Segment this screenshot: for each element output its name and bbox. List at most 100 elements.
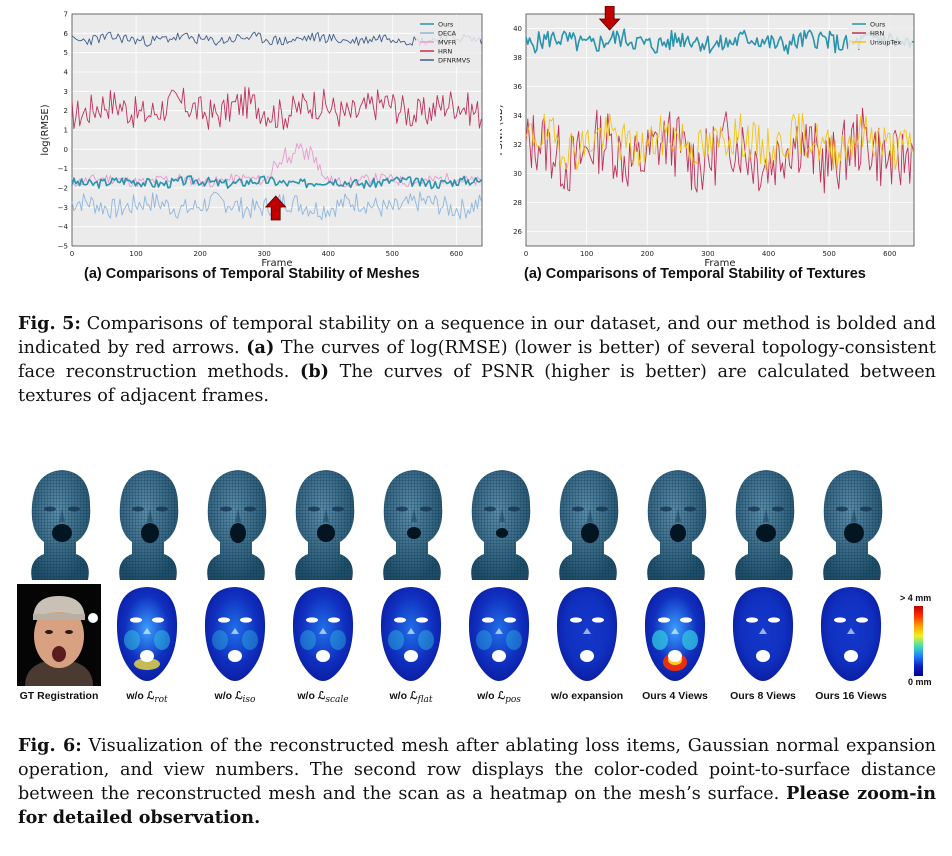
- y-tick-label: 40: [513, 25, 522, 33]
- heatmap-cell: [718, 584, 808, 689]
- error-heatmap: [204, 587, 266, 681]
- column-label-text: w/o ℒ: [389, 690, 418, 702]
- column-label: w/o ℒrot: [94, 690, 200, 705]
- column-label: Ours 8 Views: [710, 690, 816, 702]
- legend-entry: MVFR: [438, 39, 457, 47]
- chart-meshes-caption: (a) Comparisons of Temporal Stability of…: [84, 266, 420, 282]
- heatmap-cell: [630, 584, 720, 689]
- y-tick-label: 38: [513, 54, 522, 62]
- fig5-caption-label: Fig. 5:: [18, 313, 81, 334]
- column-label-text: Ours 4 Views: [642, 690, 708, 702]
- y-axis-label: PSNR (dB): [500, 104, 505, 155]
- colorbar-min-label: 0 mm: [908, 677, 932, 687]
- error-heatmap: [116, 587, 178, 681]
- column-label-text: Ours 8 Views: [730, 690, 796, 702]
- series-line-dfnrmvs: [71, 31, 482, 47]
- y-tick-label: 28: [513, 199, 522, 207]
- y-tick-label: −2: [58, 185, 68, 193]
- gt-photo-cell: [14, 584, 104, 691]
- gt-photo: [17, 584, 101, 686]
- legend-entry: DECA: [438, 30, 457, 38]
- error-heatmap: [468, 587, 530, 681]
- error-heatmap: [292, 587, 354, 681]
- figure6-grid: GT Registration w/o ℒrot w/o ℒiso w/o ℒscal…: [12, 462, 940, 710]
- fig6-caption: Fig. 6: Visualization of the reconstruct…: [18, 734, 936, 830]
- x-tick-label: 100: [129, 250, 142, 258]
- mesh-cell: [454, 462, 544, 585]
- fig5-caption: Fig. 5: Comparisons of temporal stabilit…: [18, 312, 936, 408]
- chart-textures-svg: 40 38 36 34 32 30 28 26 0 100 200 300 400 500 600 Frame…: [494, 5, 915, 269]
- heatmap-cell: [102, 584, 192, 689]
- column-label-text: Ours 16 Views: [815, 690, 887, 702]
- column-label: w/o ℒiso: [182, 690, 288, 705]
- plot-frame: [525, 13, 915, 247]
- x-tick-label: 500: [386, 250, 399, 258]
- y-tick-label: 30: [513, 170, 522, 178]
- y-tick-label: 26: [513, 228, 522, 236]
- mesh-cell: [190, 462, 280, 585]
- mesh-cell: [278, 462, 368, 585]
- y-tick-label: 34: [513, 112, 522, 120]
- x-tick-label: 100: [580, 250, 593, 258]
- column-label-text: w/o ℒ: [126, 690, 155, 702]
- colorbar: [914, 606, 923, 676]
- series-line-hrn: [71, 86, 482, 130]
- head-mesh-render: [471, 470, 531, 580]
- column-label-subscript: rot: [154, 695, 168, 706]
- red-arrow-marker: [264, 195, 287, 221]
- head-mesh-render: [207, 470, 267, 580]
- head-mesh-render: [735, 470, 795, 580]
- column-label: Ours 4 Views: [622, 690, 728, 702]
- column-label-text: w/o ℒ: [214, 690, 243, 702]
- series-line-unsuptex: [525, 113, 914, 171]
- column-label: w/o ℒflat: [358, 690, 464, 705]
- head-mesh-render: [119, 470, 179, 580]
- colorbar-max-label: > 4 mm: [900, 593, 932, 603]
- fig6-caption-text: Visualization of the reconstructed mesh …: [18, 736, 936, 804]
- mesh-cell: [806, 462, 896, 585]
- chart-meshes: 7 6 5 4 3 2 1 0 −1 −2 −3 −4 −5 0 100 200 300 400 500 600 Fra…: [38, 6, 484, 273]
- heatmap-cell: [278, 584, 368, 689]
- chart-textures-caption: (a) Comparisons of Temporal Stability of…: [524, 266, 866, 282]
- y-tick-label: 32: [513, 141, 522, 149]
- y-tick-label: 1: [64, 127, 68, 135]
- column-label-text: w/o ℒ: [297, 690, 326, 702]
- head-mesh-render: [647, 470, 707, 580]
- x-tick-label: 300: [701, 250, 714, 258]
- x-axis-label: Frame: [704, 258, 735, 268]
- y-tick-label: 0: [64, 146, 68, 154]
- x-tick-label: 400: [762, 250, 775, 258]
- plot-frame: [71, 13, 483, 247]
- x-tick-label: 300: [258, 250, 271, 258]
- legend-entry: HRN: [870, 30, 884, 38]
- legend-entry: Ours: [438, 21, 454, 29]
- mesh-cell: [14, 462, 104, 585]
- y-tick-label: 36: [513, 83, 522, 91]
- y-tick-label: 5: [64, 49, 68, 57]
- x-tick-label: 600: [450, 250, 463, 258]
- y-tick-label: −5: [58, 243, 68, 251]
- column-label: w/o ℒpos: [446, 690, 552, 705]
- head-mesh-render: [383, 470, 443, 580]
- x-tick-label: 0: [70, 250, 74, 258]
- x-axis-label: Frame: [261, 258, 292, 268]
- x-tick-label: 0: [524, 250, 528, 258]
- head-mesh-render: [823, 470, 883, 580]
- heatmap-cell: [542, 584, 632, 689]
- column-label-subscript: iso: [242, 695, 256, 706]
- column-label-row: GT Registration w/o ℒrot w/o ℒiso w/o ℒscal…: [12, 688, 940, 710]
- error-heatmap: [644, 587, 706, 681]
- error-heatmap: [732, 587, 794, 681]
- mesh-cell: [102, 462, 192, 585]
- error-heatmap: [556, 587, 618, 681]
- legend-entry: DFNRMVS: [438, 57, 470, 65]
- y-tick-label: 2: [64, 107, 68, 115]
- mesh-render-row: [12, 462, 940, 580]
- legend-entry: UnsupTex: [870, 39, 901, 47]
- x-tick-label: 400: [322, 250, 335, 258]
- heatmap-cell: [454, 584, 544, 689]
- column-label: GT Registration: [6, 690, 112, 702]
- y-tick-label: −1: [58, 165, 68, 173]
- heatmap-cell: [806, 584, 896, 689]
